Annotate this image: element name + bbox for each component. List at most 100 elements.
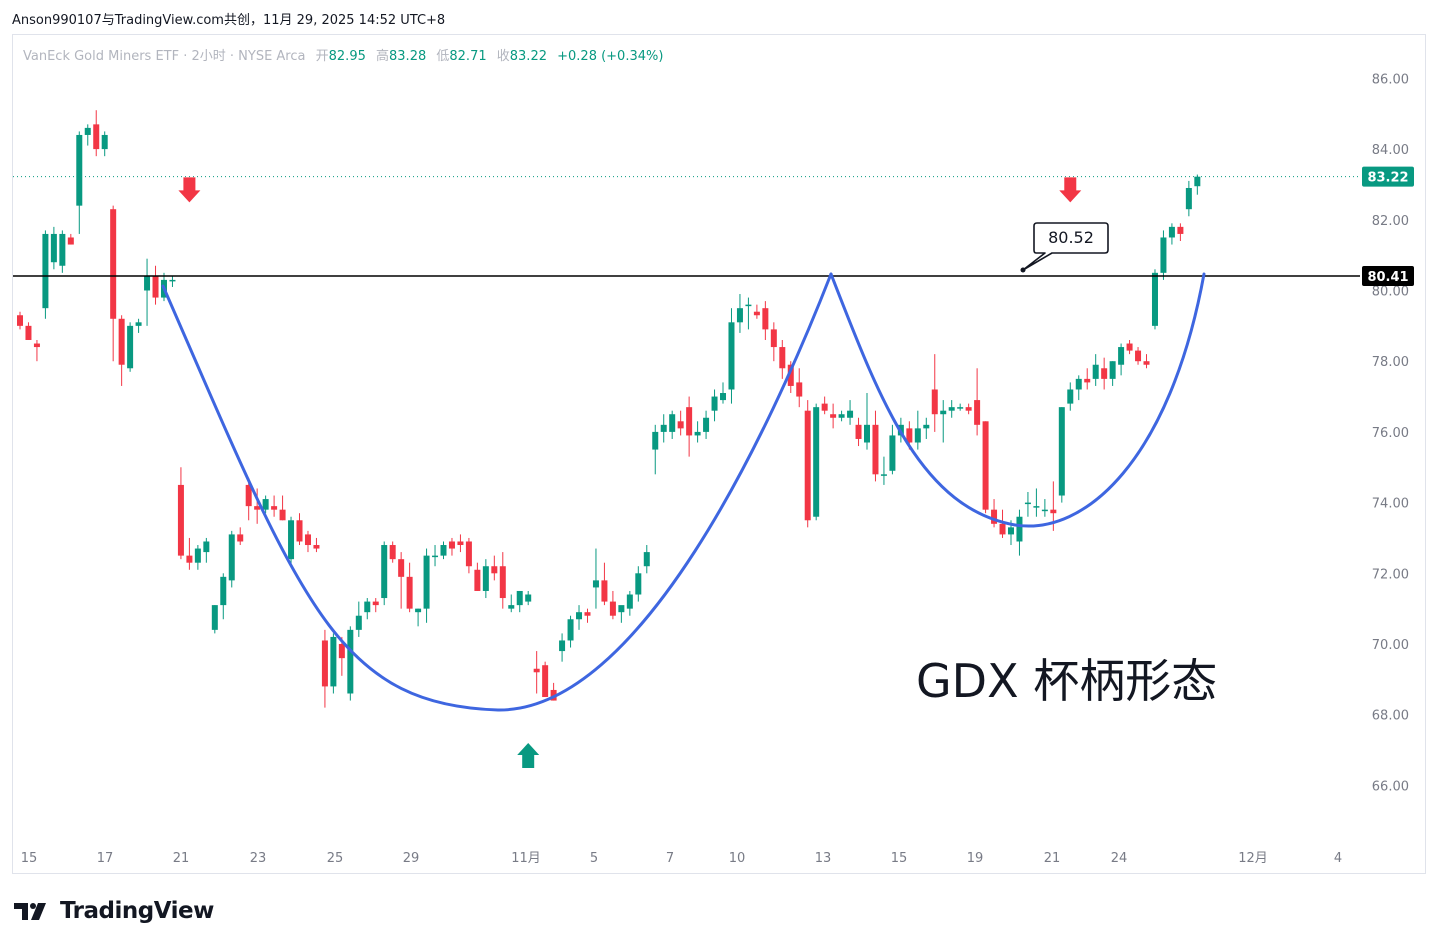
candle-body <box>1118 347 1125 365</box>
candle-body <box>50 233 57 263</box>
candle-body <box>482 566 489 591</box>
candle-body <box>1016 516 1023 542</box>
open-value: 82.95 <box>328 49 366 64</box>
candle-body <box>1084 378 1091 383</box>
tradingview-logo[interactable]: TradingView <box>14 898 214 924</box>
y-axis-tick-label: 80.00 <box>1372 285 1409 300</box>
candle-body <box>220 576 227 606</box>
candle-body <box>830 414 837 418</box>
x-axis-tick-label: 17 <box>97 851 114 866</box>
candle-body <box>796 382 803 397</box>
candle-body <box>347 629 354 694</box>
high-value: 83.28 <box>389 49 427 64</box>
candle-body <box>262 499 269 510</box>
y-axis-tick-label: 84.00 <box>1372 143 1409 158</box>
candle-body <box>186 555 193 563</box>
x-axis-tick-label: 5 <box>590 851 598 866</box>
candle-body <box>101 134 108 150</box>
x-axis-tick-label: 10 <box>729 851 746 866</box>
x-axis-tick-label: 12月 <box>1238 851 1268 866</box>
tradingview-logo-text: TradingView <box>60 898 214 924</box>
candle-body <box>474 569 481 591</box>
y-axis-tick-label: 76.00 <box>1372 426 1409 441</box>
candle-body <box>491 566 498 574</box>
candle-body <box>635 573 642 595</box>
candle-body <box>203 541 210 553</box>
candle-body <box>1177 226 1184 234</box>
last-price-badge <box>1362 166 1414 187</box>
ohlc-legend: VanEck Gold Miners ETF · 2小时 · NYSE Arca… <box>23 45 663 64</box>
candle-body <box>211 605 218 630</box>
candle-body <box>762 308 769 330</box>
candle-body <box>864 424 870 443</box>
candle-body <box>169 279 176 282</box>
candle-body <box>948 407 955 411</box>
cup-curve <box>161 272 833 712</box>
candle-body <box>194 548 201 563</box>
x-axis-tick-label: 15 <box>21 851 38 866</box>
candle-body <box>1151 272 1158 326</box>
x-axis-tick-label: 15 <box>891 851 908 866</box>
candle-body <box>389 545 396 560</box>
candle-body <box>576 612 583 620</box>
candle-body <box>25 325 32 340</box>
candle-body <box>694 431 701 436</box>
candle-body <box>618 605 625 613</box>
candle-body <box>1194 176 1201 187</box>
candle-body <box>313 545 320 549</box>
candle-body <box>42 233 49 309</box>
candle-body <box>974 400 981 425</box>
candle-body <box>423 555 430 609</box>
candle-body <box>880 474 887 476</box>
candle-body <box>753 311 760 316</box>
x-axis-tick-label: 21 <box>173 851 190 866</box>
candle-body <box>1067 389 1074 404</box>
chart-frame <box>12 34 1426 874</box>
candle-body <box>1033 506 1040 508</box>
symbol-description: VanEck Gold Miners ETF · 2小时 · NYSE Arca <box>23 49 306 64</box>
attribution-text: Anson990107与TradingView.com共创，11月 29, 20… <box>12 13 446 28</box>
candle-body <box>804 410 811 521</box>
candle-body <box>533 668 540 673</box>
candle-body <box>914 428 921 443</box>
candle-body <box>991 509 998 524</box>
close-value: 83.22 <box>509 49 547 64</box>
x-axis-tick-label: 13 <box>815 851 832 866</box>
candle-body <box>448 541 455 549</box>
candle-body <box>550 689 557 701</box>
candle-body <box>652 431 659 450</box>
candle-body <box>1185 187 1192 210</box>
candle-body <box>279 509 286 521</box>
candle-body <box>703 417 710 432</box>
handle-curve <box>829 272 1206 528</box>
candle-body <box>76 134 83 206</box>
candle-body <box>372 601 379 606</box>
candle-body <box>542 665 549 698</box>
candle-body <box>1041 509 1048 512</box>
horizontal-line-badge <box>1362 266 1414 287</box>
candle-body <box>330 636 337 687</box>
candle-body <box>59 233 66 266</box>
x-axis-tick-label: 23 <box>250 851 267 866</box>
horizontal-line-badge-label: 80.41 <box>1367 270 1408 285</box>
x-axis-tick-label: 7 <box>666 851 674 866</box>
low-label: 低 <box>436 49 450 64</box>
candle-body <box>660 424 667 432</box>
y-axis-tick-label: 70.00 <box>1372 638 1409 653</box>
candle-body <box>304 534 311 546</box>
candle-body <box>821 403 828 411</box>
candle-body <box>1050 509 1057 514</box>
candle-body <box>965 407 972 411</box>
candle-body <box>1101 368 1108 379</box>
y-axis-tick-label: 72.00 <box>1372 567 1409 582</box>
candle-body <box>254 506 261 510</box>
candle-body <box>1126 343 1133 351</box>
candle-body <box>135 322 142 326</box>
x-axis-tick-label: 19 <box>967 851 984 866</box>
candle-body <box>67 237 74 245</box>
candle-body <box>813 407 820 517</box>
x-axis-tick-label: 21 <box>1044 851 1061 866</box>
callout-label: 80.52 <box>1048 228 1094 247</box>
candle-body <box>686 407 693 436</box>
